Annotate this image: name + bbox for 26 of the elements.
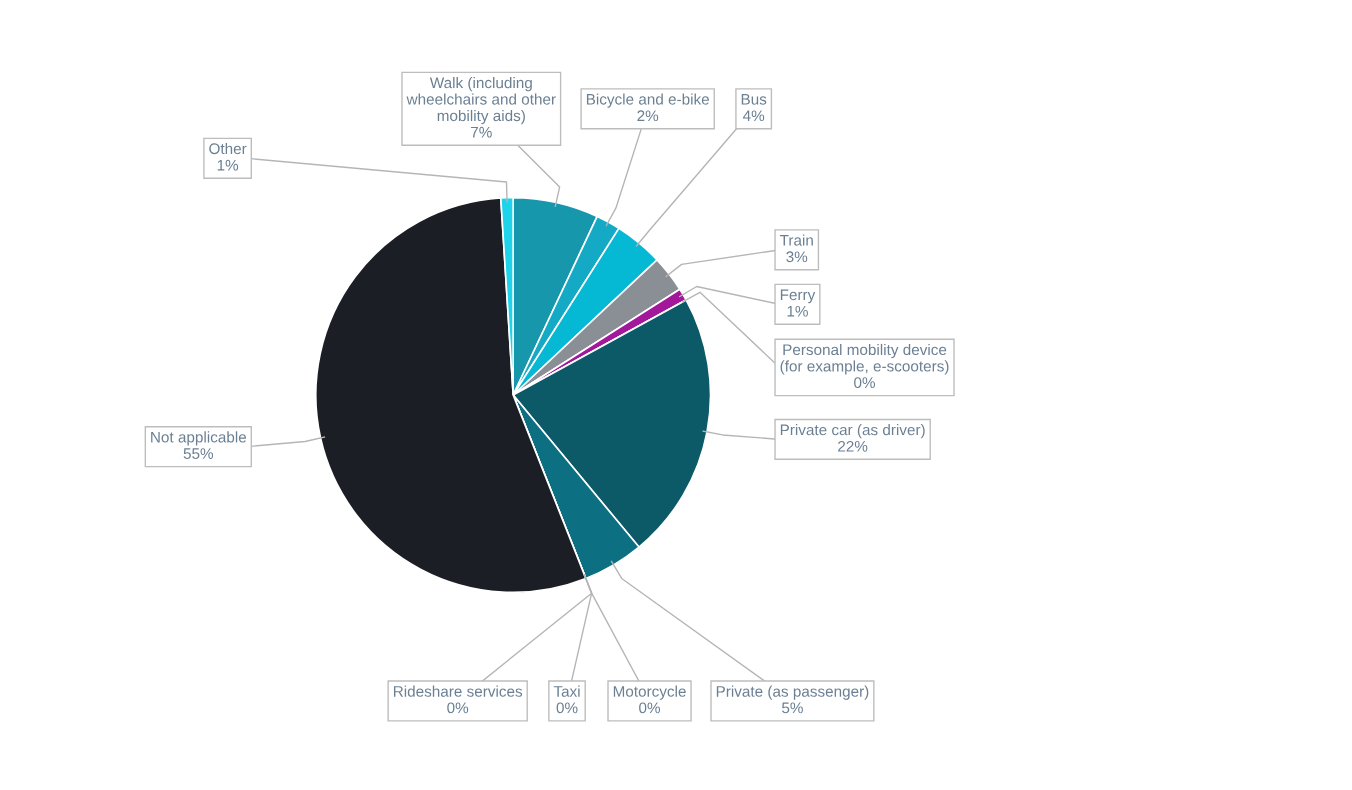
data-label: 55%	[183, 448, 214, 459]
text: 0%	[556, 702, 578, 714]
data-label: 3%	[786, 251, 808, 263]
category-label: Personal mobility device (for example, e-scooters)	[780, 343, 949, 375]
data-label: 22%	[838, 440, 868, 452]
category-label: Rideshare services	[393, 685, 523, 697]
text: 0%	[639, 702, 661, 714]
slice-label: Not applicable	[151, 431, 247, 446]
data-label: 7%	[471, 126, 492, 138]
text: 0%	[854, 377, 876, 389]
slice-label: Walk (including wheelchairs and other mobility aids)	[406, 77, 556, 125]
slice-label: Bicycle and e-bike	[586, 93, 709, 108]
data-label: 1%	[787, 305, 808, 317]
category-label: Taxi	[553, 685, 580, 697]
slice-label: Other	[209, 142, 247, 155]
text: 0%	[447, 702, 469, 714]
data-label: 2%	[637, 110, 659, 122]
data-label: 4%	[742, 110, 765, 122]
slice-label: Train	[779, 234, 813, 246]
slice-label: Private car (as driver)	[780, 424, 925, 439]
data-label: 5%	[781, 702, 803, 714]
slice-label: Bus	[741, 94, 767, 105]
slice-label: Ferry	[780, 289, 816, 304]
data-label: 1%	[217, 159, 239, 171]
slice-label: Private (as passenger)	[716, 685, 869, 700]
category-label: Motorcycle	[613, 685, 686, 700]
